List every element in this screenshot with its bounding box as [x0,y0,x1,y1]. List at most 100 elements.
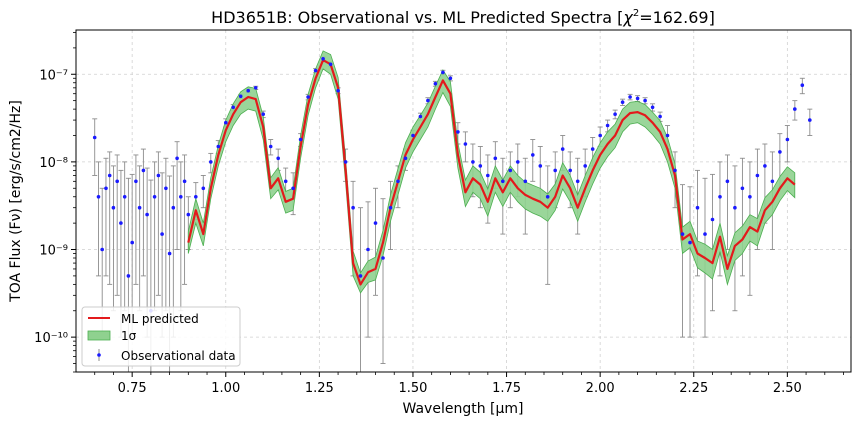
observation-point [396,179,400,184]
legend-label-ml-predicted: ML predicted [121,312,199,326]
y-tick-label: 10⁻⁷ [39,68,68,83]
observation-point [306,95,310,99]
x-tick-label: 1.00 [211,381,240,396]
legend-label-sigma: 1σ [121,329,137,343]
observation-point [418,114,423,119]
x-tick-label: 0.75 [118,381,147,396]
observation-point [628,95,632,99]
observation-point [96,195,101,199]
y-tick-label: 10⁻⁸ [39,156,68,171]
ml-predicted-line [187,59,796,286]
observation-point [456,130,460,134]
observation-point [426,98,430,103]
observation-point [471,160,475,164]
observation-point [134,179,138,184]
title-sup: 2 [633,8,639,19]
observation-point [635,96,640,101]
observation-point [568,168,572,173]
observation-point [583,164,587,168]
observation-point [366,247,370,252]
observation-point [516,160,520,164]
observation-point [298,137,303,142]
observation-point [508,168,513,173]
observation-point [531,153,535,157]
observation-point [665,133,670,138]
observation-point [246,88,250,93]
x-tick-label: 2.00 [586,381,615,396]
observation-point [598,133,602,138]
observation-point [575,179,580,184]
observation-point [381,256,385,260]
observation-point [343,160,348,164]
observation-point [740,186,745,191]
observation-point [658,114,662,119]
observation-point [291,186,295,191]
observation-point [748,195,752,199]
observation-point [725,179,730,184]
observation-point [545,195,550,199]
observation-point [778,150,782,154]
observation-point [560,147,565,151]
observation-point [186,212,191,217]
observation-point [388,205,393,210]
observation-point [216,144,221,149]
title-main: HD3651B: Observational vs. ML Predicted … [211,8,623,27]
observation-point [119,221,123,225]
legend-point-swatch [97,353,101,357]
observation-point [156,173,161,178]
observation-point [605,123,610,128]
y-tick-label: 10⁻¹⁰ [34,331,68,346]
observation-point [733,205,737,210]
observation-point [673,168,677,173]
observation-point [194,195,198,199]
observation-point [152,195,157,199]
y-tick-label: 10⁻⁹ [39,244,68,259]
observation-point [209,160,213,164]
observation-point [695,205,700,210]
observation-point [373,221,378,225]
observation-point [283,179,288,184]
observation-point [115,179,119,184]
observation-point [92,135,97,140]
x-axis-label: Wavelength [μm] [403,401,524,417]
observation-point [137,205,142,210]
y-axis-label: TOA Flux (Fν) [erg/s/cm2/Hz] [8,100,24,303]
observation-point [688,240,692,245]
observation-point [313,68,318,73]
observation-point [231,105,235,110]
observation-point [710,217,715,222]
observation-point [336,88,340,93]
x-tick-label: 1.50 [398,381,427,396]
observation-point [171,205,176,210]
observation-point [175,156,179,161]
observation-point [130,240,134,245]
observation-point [321,57,325,61]
legend-band-swatch [87,330,111,341]
observation-point [179,195,183,199]
observation-point [486,173,490,178]
observation-point [433,81,438,86]
x-tick-label: 2.25 [679,381,708,396]
observation-point [111,205,116,210]
plot-frame [75,29,852,373]
observation-point [800,83,805,87]
observation-point [808,118,812,122]
observation-point [268,144,273,149]
legend-box [81,306,241,367]
observation-point [141,168,146,173]
observation-point [620,100,625,104]
y-axis-ticks: 10⁻¹⁰ 10⁻⁹ 10⁻⁸ 10⁻⁷ [34,32,76,373]
observation-point [523,179,528,184]
ml-predicted-line-group [187,59,796,286]
observation-point [478,164,483,168]
observation-point [613,112,617,116]
observation-point [167,251,172,256]
observation-point [463,142,468,146]
x-tick-label: 1.25 [305,381,334,396]
observation-point [411,133,415,138]
observation-point [703,232,707,236]
title-chi: χ [622,8,633,27]
observation-point [403,156,408,161]
observation-point [755,173,760,178]
